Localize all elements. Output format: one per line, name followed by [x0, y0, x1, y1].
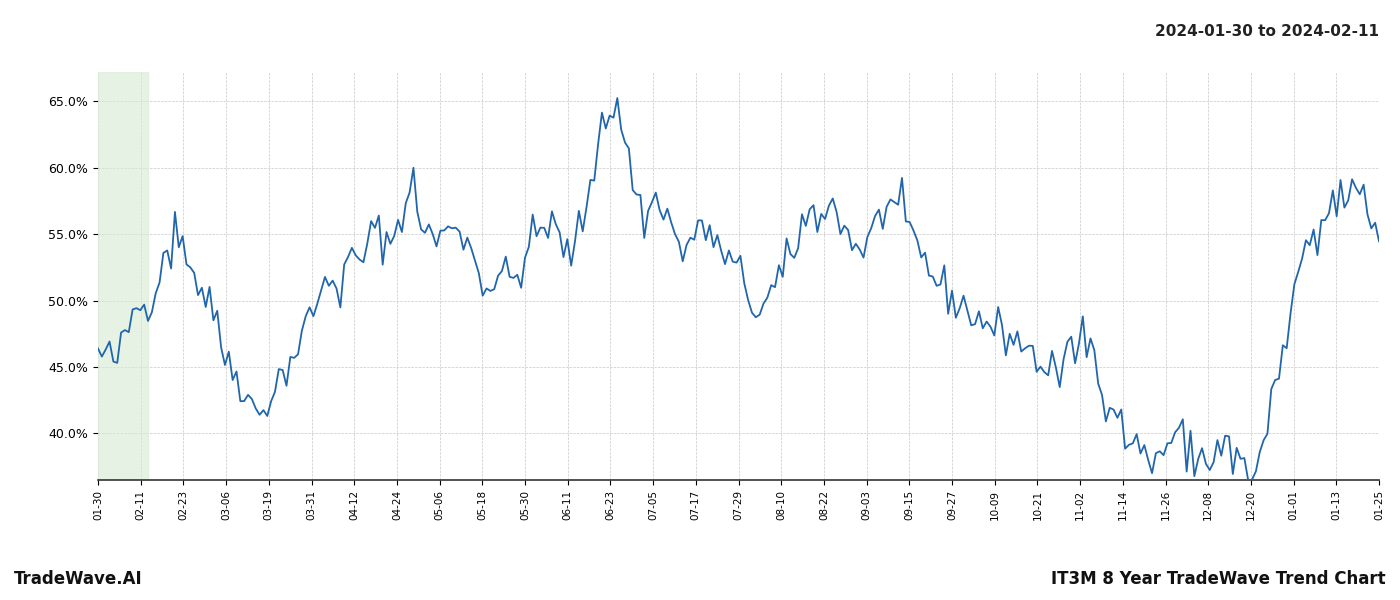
Bar	[98, 72, 148, 480]
Text: IT3M 8 Year TradeWave Trend Chart: IT3M 8 Year TradeWave Trend Chart	[1051, 570, 1386, 588]
Text: TradeWave.AI: TradeWave.AI	[14, 570, 143, 588]
Text: 2024-01-30 to 2024-02-11: 2024-01-30 to 2024-02-11	[1155, 24, 1379, 39]
